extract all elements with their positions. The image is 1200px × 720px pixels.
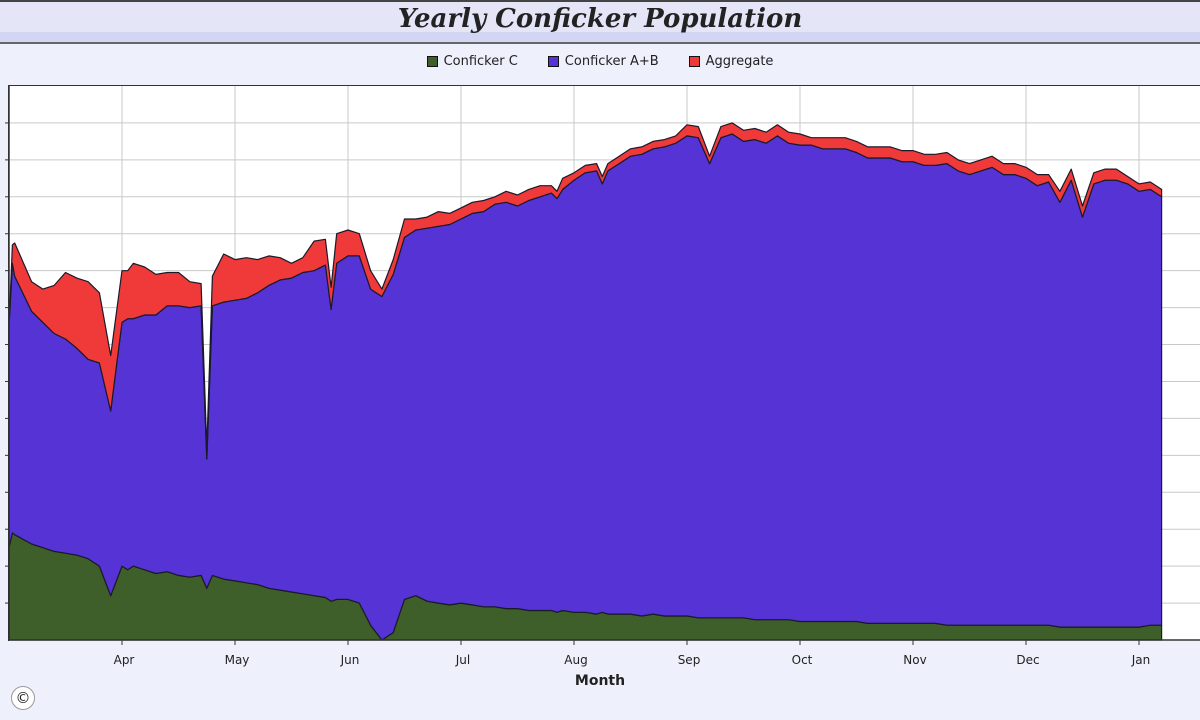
legend-label-aggregate: Aggregate: [705, 54, 774, 69]
legend-swatch-conficker-c: [426, 56, 438, 67]
legend-swatch-conficker-ab: [547, 56, 559, 67]
legend-swatch-aggregate: [688, 56, 700, 67]
x-tick-label: Jul: [455, 653, 470, 667]
x-tick-label: May: [225, 653, 250, 667]
area-aggregate: [8, 122, 1163, 560]
legend-label-conficker-c: Conficker C: [443, 54, 518, 69]
legend-item-aggregate: Aggregate: [688, 54, 774, 69]
x-tick-label: Aug: [564, 653, 587, 667]
x-tick-label: Jun: [340, 653, 360, 667]
x-tick-label: Jan: [1131, 653, 1151, 667]
x-tick-label: Apr: [114, 653, 135, 667]
x-tick-label: Sep: [678, 653, 701, 667]
x-tick-label: Oct: [792, 653, 813, 667]
chart-title: Yearly Conficker Population: [397, 4, 803, 34]
title-stripe: [0, 32, 1200, 42]
legend: Conficker C Conficker A+B Aggregate: [0, 54, 1200, 69]
legend-label-conficker-ab: Conficker A+B: [564, 54, 659, 69]
legend-item-conficker-ab: Conficker A+B: [547, 54, 659, 69]
area-conficker-a-b: [8, 133, 1163, 641]
x-tick-label: Nov: [903, 653, 926, 667]
title-band: [0, 0, 1200, 44]
legend-item-conficker-c: Conficker C: [426, 54, 518, 69]
copyright-icon: ©: [11, 686, 35, 710]
x-tick-label: Dec: [1016, 653, 1039, 667]
x-axis-label: Month: [574, 673, 626, 689]
